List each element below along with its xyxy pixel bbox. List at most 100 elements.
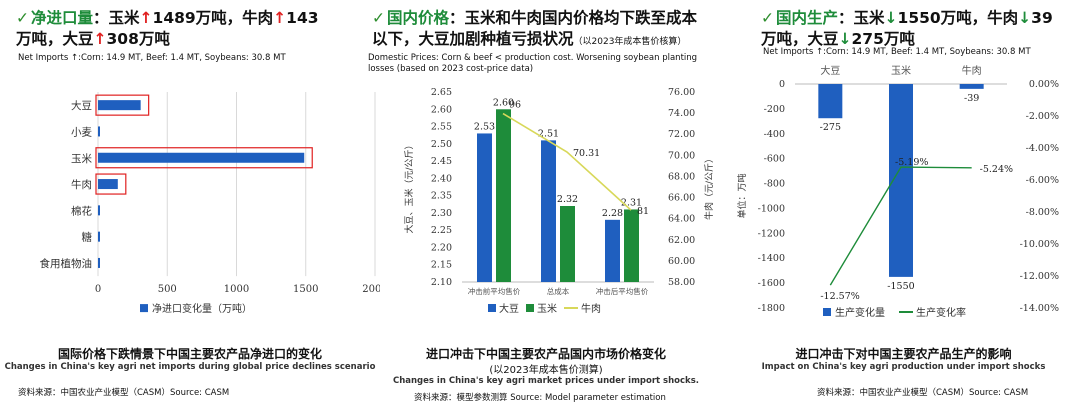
data-label: -1550 <box>887 281 914 292</box>
x-tick-label: 1500 <box>293 284 318 295</box>
x-category-label: 大豆 <box>820 64 840 77</box>
y-tick-label: 2.55 <box>431 122 452 133</box>
highlight-box <box>95 173 127 195</box>
y-tick-label: -800 <box>764 179 785 190</box>
y2-tick-label: 68.00 <box>668 171 695 182</box>
y-tick-label: -200 <box>764 104 785 115</box>
y2-tick-label: -2.00% <box>1026 111 1059 122</box>
y-tick-label: 2.15 <box>431 260 452 271</box>
panel3-source: 资料来源：中国农业产业模型（CASM）Source: CASM <box>817 388 1029 398</box>
arrow-down-icon: ↓ <box>884 9 898 27</box>
net-imports-bar-chart: 0 500 1000 1500 2000 大豆小麦玉米牛肉棉花糖食用植物油净进口变化量（万… <box>40 92 380 315</box>
y-tick-label: -1400 <box>758 253 785 264</box>
arrow-up-icon: ↑ <box>273 9 287 27</box>
panel3-en-subtitle: Net Imports ↑:Corn: 14.9 MT, Beef: 1.4 M… <box>763 47 1031 57</box>
bar <box>98 257 100 268</box>
y-tick-label: 2.30 <box>431 208 452 219</box>
legend-label: 牛肉 <box>581 302 601 315</box>
y-tick-label: 2.65 <box>431 87 452 98</box>
y-category-label: 棉花 <box>71 204 92 217</box>
bar <box>959 84 984 89</box>
bar <box>496 109 511 282</box>
x-tick-label: 0 <box>95 284 101 295</box>
y-tick-label: 2.50 <box>431 139 452 150</box>
data-label: 2.51 <box>538 128 559 139</box>
bar <box>98 100 141 111</box>
legend-swatch <box>140 304 148 313</box>
y-tick-label: -1200 <box>758 228 785 239</box>
arrow-down-icon: ↓ <box>838 30 852 48</box>
panel2-caption-en: Changes in China's key agri market price… <box>392 376 699 386</box>
y2-axis-label: 牛肉（元/公斤） <box>703 154 715 220</box>
y-axis-label: 大豆、玉米（元/公斤） <box>403 140 415 233</box>
check-icon: ✓ <box>761 9 774 27</box>
legend-swatch <box>526 304 534 312</box>
y2-tick-label: 60.00 <box>668 256 695 267</box>
y2-tick-label: -12.00% <box>1020 271 1059 282</box>
legend-swatch <box>823 308 831 316</box>
legend-label: 净进口变化量（万吨） <box>152 302 252 315</box>
y-tick-label: 2.35 <box>431 191 452 202</box>
y-category-label: 大豆 <box>71 99 92 112</box>
y-tick-label: 2.20 <box>431 242 452 253</box>
highlight-box <box>95 94 150 116</box>
y2-tick-label: 70.00 <box>668 150 695 161</box>
y-tick-label: -400 <box>764 129 785 140</box>
y-tick-label: 0 <box>779 79 785 90</box>
x-category-label: 玉米 <box>891 64 911 77</box>
bar <box>818 84 843 119</box>
panel2-caption-sub: (以2023年成本售价测算) <box>489 365 603 376</box>
x-category-label: 牛肉 <box>962 64 982 77</box>
y-tick-label: 2.40 <box>431 173 452 184</box>
beef-price-line <box>502 112 632 211</box>
y-axis-label: 单位：万吨 <box>736 173 748 218</box>
highlight-box <box>95 147 313 169</box>
y2-tick-label: -8.00% <box>1026 207 1059 218</box>
bar <box>541 140 556 282</box>
legend-label: 大豆 <box>499 302 519 315</box>
panel2-heading: ✓ 国内价格：玉米和牛肉国内价格均下跌至成本 以下，大豆加剧种植亏损状况（以202… <box>372 9 698 48</box>
panel2-source: 资料来源：模型参数测算 Source: Model parameter esti… <box>414 393 666 403</box>
data-label: 2.32 <box>557 194 578 205</box>
data-label: -275 <box>820 122 841 133</box>
y2-tick-label: 76.00 <box>668 87 695 98</box>
panel-domestic-prices: ✓ 国内价格：玉米和牛肉国内价格均下跌至成本 以下，大豆加剧种植亏损状况（以202… <box>362 0 730 409</box>
panel3-caption-en: Impact on China's key agri production un… <box>761 362 1046 372</box>
y-tick-label: 2.25 <box>431 225 452 236</box>
x-tick-label: 2000 <box>362 284 380 295</box>
line-data-label: -5.19% <box>895 157 928 168</box>
y2-tick-label: 58.00 <box>668 277 695 288</box>
check-icon: ✓ <box>16 9 29 27</box>
y-category-label: 糖 <box>82 231 93 244</box>
x-tick-label: 500 <box>158 284 177 295</box>
y-tick-label: -600 <box>764 154 785 165</box>
legend-label: 生产变化量 <box>835 306 885 319</box>
y-tick-label: 2.60 <box>431 104 452 115</box>
panel1-en-subtitle: Net Imports ↑:Corn: 14.9 MT, Beef: 1.4 M… <box>18 53 286 63</box>
panel3-heading: ✓ 国内生产：玉米↓1550万吨，牛肉↓39 万吨，大豆↓275万吨 <box>761 9 1053 48</box>
data-label: 2.31 <box>621 197 642 208</box>
bar <box>605 219 620 282</box>
bar <box>98 231 100 242</box>
bar <box>477 133 492 282</box>
domestic-price-chart: 2.10 2.15 2.20 2.25 2.30 2.35 2.40 2.45 2.50 2.55… <box>403 87 715 315</box>
data-label: 2.28 <box>602 208 623 219</box>
data-label: 2.53 <box>474 121 495 132</box>
panel2-caption: 进口冲击下中国主要农产品国内市场价格变化 <box>425 347 666 361</box>
panel1-caption-en: Changes in China's key agri net imports … <box>4 362 376 372</box>
y2-tick-label: 64.00 <box>668 214 695 225</box>
bar <box>560 206 575 282</box>
production-change-chart: 0 -200 -400 -600 -800 -1000 -1200 -1400 -1600 -18… <box>736 64 1059 319</box>
legend-label: 玉米 <box>537 302 557 315</box>
y-category-label: 玉米 <box>71 152 92 165</box>
y-tick-label: -1000 <box>758 203 785 214</box>
y-tick-label: 2.10 <box>431 277 452 288</box>
y-category-label: 牛肉 <box>71 178 92 191</box>
x-category-label: 总成本 <box>547 286 570 296</box>
bar <box>98 179 118 190</box>
y-category-label: 食用植物油 <box>40 257 93 270</box>
panel2-en-subtitle-1: Domestic Prices: Corn & beef < productio… <box>368 53 698 63</box>
panel2-en-subtitle-2: losses (based on 2023 cost-price data) <box>368 64 534 74</box>
panel-net-imports: ✓ 净进口量：玉米↑1489万吨，牛肉↑143 万吨，大豆↑308万吨 Net I… <box>0 0 380 409</box>
bar <box>98 205 100 216</box>
